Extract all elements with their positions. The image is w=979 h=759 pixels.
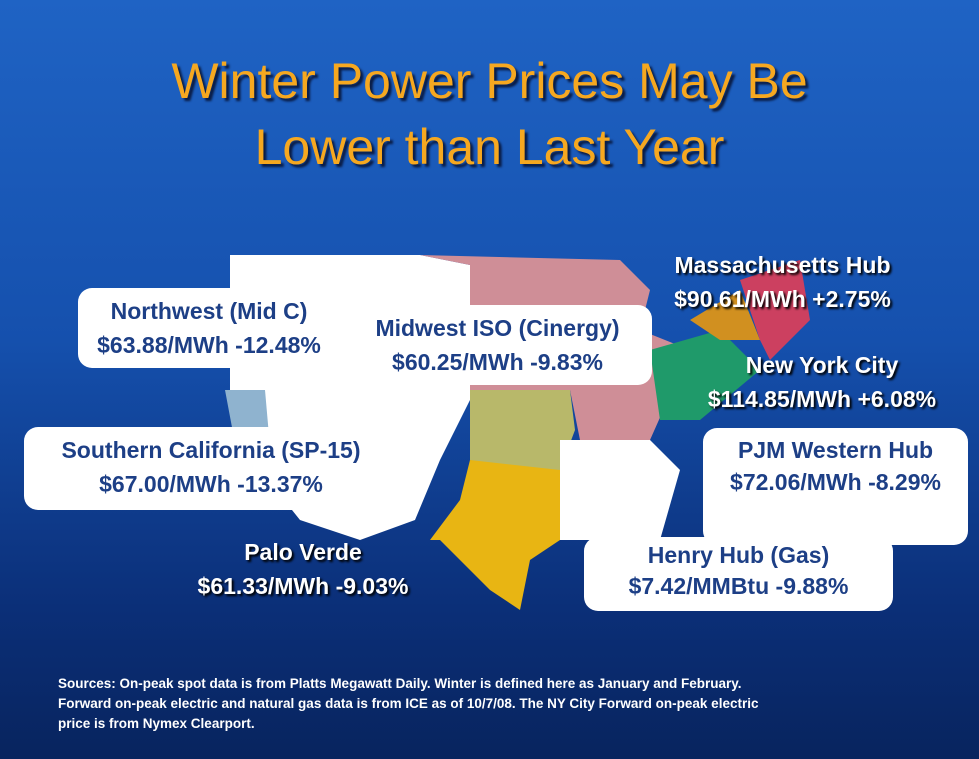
label-name: Massachusetts Hub bbox=[674, 252, 891, 278]
footer-line: Forward on-peak electric and natural gas… bbox=[58, 696, 759, 711]
title-line: Lower than Last Year bbox=[254, 119, 725, 175]
label-name: Palo Verde bbox=[244, 539, 362, 565]
label-price: $60.25/MWh -9.83% bbox=[392, 349, 603, 375]
label-price: $90.61/MWh +2.75% bbox=[674, 286, 891, 312]
label-name: Northwest (Mid C) bbox=[110, 298, 308, 324]
label-name: Southern California (SP-15) bbox=[61, 437, 361, 463]
title-line: Winter Power Prices May Be bbox=[171, 53, 808, 109]
label-price: $61.33/MWh -9.03% bbox=[197, 573, 409, 599]
footer-line: price is from Nymex Clearport. bbox=[58, 716, 255, 731]
label-price: $63.88/MWh -12.48% bbox=[97, 332, 321, 358]
label-box: Henry Hub (Gas) $7.42/MMBtu -9.88% bbox=[584, 537, 893, 611]
label-price: $72.06/MWh -8.29% bbox=[730, 469, 941, 495]
footer-line: Sources: On-peak spot data is from Platt… bbox=[58, 676, 742, 691]
label-name: PJM Western Hub bbox=[737, 437, 934, 463]
label: New York City $114.85/MWh +6.08% bbox=[672, 348, 972, 416]
label-name: Midwest ISO (Cinergy) bbox=[375, 315, 620, 341]
label-price: $7.42/MMBtu -9.88% bbox=[628, 573, 849, 599]
label-price: $114.85/MWh +6.08% bbox=[707, 386, 937, 412]
label-name: Henry Hub (Gas) bbox=[647, 542, 830, 568]
label-box: Southern California (SP-15) $67.00/MWh -… bbox=[24, 427, 398, 510]
label: Palo Verde $61.33/MWh -9.03% bbox=[153, 535, 453, 603]
label-price: $67.00/MWh -13.37% bbox=[99, 471, 323, 497]
label-box: Northwest (Mid C) $63.88/MWh -12.48% bbox=[78, 288, 340, 368]
label-box: Midwest ISO (Cinergy) $60.25/MWh -9.83% bbox=[343, 305, 652, 385]
label-box: PJM Western Hub $72.06/MWh -8.29% bbox=[703, 428, 968, 545]
label-name: New York City bbox=[745, 352, 899, 378]
label: Massachusetts Hub $90.61/MWh +2.75% bbox=[640, 248, 925, 316]
